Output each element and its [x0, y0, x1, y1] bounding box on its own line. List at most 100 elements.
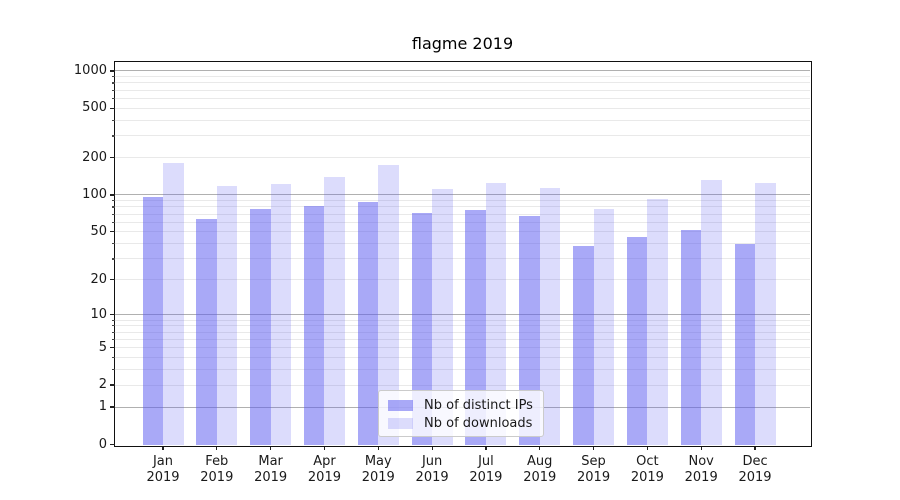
gridline-minor	[115, 347, 810, 349]
legend-swatch-downloads	[388, 417, 413, 429]
x-tick-label: Nov 2019	[684, 454, 718, 485]
y-tick-label: 500	[82, 100, 107, 116]
gridline-minor	[115, 206, 810, 208]
x-tick-label: Mar 2019	[254, 454, 288, 485]
y-minor-tick-mark	[112, 258, 115, 260]
x-tick-mark	[377, 446, 379, 450]
bar-ips-dec	[734, 243, 756, 445]
x-tick-label: May 2019	[361, 454, 395, 485]
x-tick-label: Oct 2019	[630, 454, 664, 485]
y-minor-tick-mark	[112, 243, 115, 245]
gridline-minor	[115, 243, 810, 245]
y-tick-label: 0	[98, 436, 107, 452]
y-tick-mark	[110, 70, 115, 72]
chart-title: flagme 2019	[411, 34, 514, 53]
gridline-minor	[115, 89, 810, 91]
y-tick-mark	[110, 107, 115, 109]
x-tick-mark	[270, 446, 272, 450]
gridline-minor	[115, 221, 810, 223]
gridline-minor	[115, 82, 810, 84]
gridline-minor	[115, 200, 810, 202]
y-minor-tick-mark	[112, 356, 115, 359]
y-minor-tick-mark	[112, 98, 115, 100]
x-tick-label: Jun 2019	[415, 454, 449, 485]
y-tick-label: 20	[90, 271, 107, 287]
x-tick-mark	[431, 446, 433, 450]
y-minor-tick-mark	[112, 135, 115, 137]
y-minor-tick-mark	[112, 325, 115, 327]
x-tick-label: Jan 2019	[146, 454, 180, 485]
legend-label-distinct-ips: Nb of distinct IPs	[424, 397, 533, 413]
x-tick-mark	[700, 446, 702, 450]
x-tick-mark	[485, 446, 487, 450]
gridline-minor	[115, 258, 810, 260]
gridline-minor	[115, 331, 810, 333]
gridline-minor	[115, 231, 810, 233]
bar-ips-mar	[250, 208, 271, 445]
y-tick-mark	[110, 443, 115, 446]
bar-ips-apr	[303, 205, 325, 445]
y-tick-label: 200	[82, 149, 107, 165]
x-tick-mark	[754, 446, 756, 450]
gridline-major	[115, 70, 810, 72]
bar-ips-jul	[465, 209, 486, 445]
y-minor-tick-mark	[112, 200, 115, 202]
legend-item-downloads: Nb of downloads	[388, 414, 534, 432]
bar-downloads-feb	[216, 186, 238, 445]
bar-downloads-jan	[163, 163, 184, 445]
bar-ips-jun	[411, 212, 433, 445]
bar-downloads-aug	[539, 188, 561, 445]
legend-label-downloads: Nb of downloads	[424, 415, 533, 431]
gridline-major	[115, 314, 810, 316]
bar-ips-nov	[680, 229, 702, 445]
x-tick-mark	[216, 446, 218, 450]
bar-ips-jan	[142, 197, 163, 445]
y-tick-label: 5	[98, 339, 107, 355]
bar-downloads-nov	[701, 180, 722, 445]
x-tick-label: Apr 2019	[307, 454, 341, 485]
gridline-minor	[115, 325, 810, 327]
y-tick-label: 100	[82, 186, 107, 202]
y-tick-mark	[110, 347, 115, 349]
gridline-minor	[115, 76, 810, 78]
x-tick-label: Feb 2019	[200, 454, 234, 485]
y-tick-mark	[110, 231, 115, 233]
y-tick-mark	[110, 314, 115, 316]
x-tick-label: Aug 2019	[523, 454, 557, 485]
gridline-minor	[115, 157, 810, 159]
y-tick-mark	[110, 279, 115, 281]
gridline-minor	[115, 384, 810, 386]
gridline-minor	[115, 356, 810, 358]
y-tick-mark	[110, 157, 115, 159]
y-minor-tick-mark	[112, 206, 115, 208]
bar-downloads-sep	[593, 208, 615, 445]
y-minor-tick-mark	[112, 82, 115, 84]
y-minor-tick-mark	[112, 338, 115, 340]
gridline-minor	[115, 98, 810, 100]
bar-ips-may	[357, 201, 379, 445]
x-tick-mark	[646, 446, 648, 450]
y-minor-tick-mark	[112, 319, 115, 321]
bar-downloads-dec	[755, 183, 776, 445]
gridline-minor	[115, 213, 810, 215]
x-tick-mark	[162, 446, 164, 450]
gridline-minor	[115, 107, 810, 109]
gridline-minor	[115, 369, 810, 371]
x-tick-mark	[539, 446, 541, 450]
x-tick-label: Dec 2019	[738, 454, 772, 485]
bar-ips-oct	[626, 237, 648, 445]
bar-ips-sep	[573, 246, 594, 445]
y-tick-label: 1	[98, 399, 107, 415]
y-tick-mark	[110, 406, 115, 408]
y-tick-label: 50	[90, 223, 107, 239]
y-tick-label: 1000	[73, 62, 107, 78]
y-tick-mark	[110, 384, 115, 386]
y-minor-tick-mark	[112, 119, 115, 122]
bar-downloads-jun	[432, 188, 453, 445]
bar-downloads-oct	[647, 198, 668, 445]
bar-downloads-may	[378, 164, 399, 445]
gridline-minor	[115, 319, 810, 321]
x-tick-mark	[323, 446, 326, 450]
bar-ips-feb	[196, 218, 217, 445]
